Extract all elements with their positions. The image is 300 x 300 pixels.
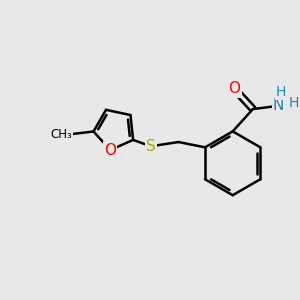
Text: O: O — [104, 142, 116, 158]
Text: S: S — [146, 139, 156, 154]
Text: H: H — [276, 85, 286, 99]
Text: N: N — [273, 98, 284, 113]
Text: CH₃: CH₃ — [51, 128, 73, 141]
Text: O: O — [228, 81, 240, 96]
Text: H: H — [288, 96, 298, 110]
